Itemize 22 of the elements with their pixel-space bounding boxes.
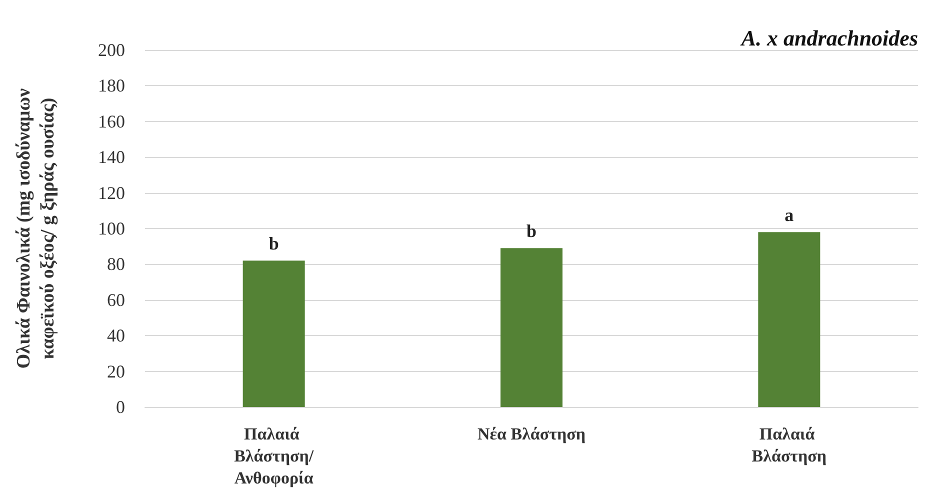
y-tick-label: 0 xyxy=(116,397,125,417)
y-axis-title: Ολικά Φαινολικά (mg ισοδύναμων καφεϊκού οξέος/ g ξηράς ουσίας) xyxy=(14,88,58,369)
annotation: b xyxy=(268,234,279,254)
y-tick-label: 20 xyxy=(107,361,125,382)
chart-title: A. x andrachnoides xyxy=(739,26,918,50)
bar xyxy=(242,260,305,407)
bar xyxy=(758,232,820,407)
y-tick-label: 200 xyxy=(98,40,125,60)
bar xyxy=(500,248,562,407)
y-tick-label: 80 xyxy=(107,254,125,274)
y-tick-label: 60 xyxy=(107,290,125,310)
y-tick-label: 100 xyxy=(98,218,125,238)
x-tick-label: Παλαιά Βλάστηση/Ανθοφορία xyxy=(234,424,314,488)
y-tick-label: 140 xyxy=(98,147,125,168)
annotation: a xyxy=(784,205,794,226)
y-tick-label: 40 xyxy=(107,326,125,346)
y-tick-label: 120 xyxy=(98,182,125,203)
x-tick-label: Παλαιά Βλάστηση xyxy=(752,424,827,466)
annotation: b xyxy=(526,221,537,242)
y-tick-label: 180 xyxy=(98,76,125,96)
y-tick-label: 160 xyxy=(98,111,125,132)
x-tick-label: Νέα Βλάστηση xyxy=(477,424,586,444)
